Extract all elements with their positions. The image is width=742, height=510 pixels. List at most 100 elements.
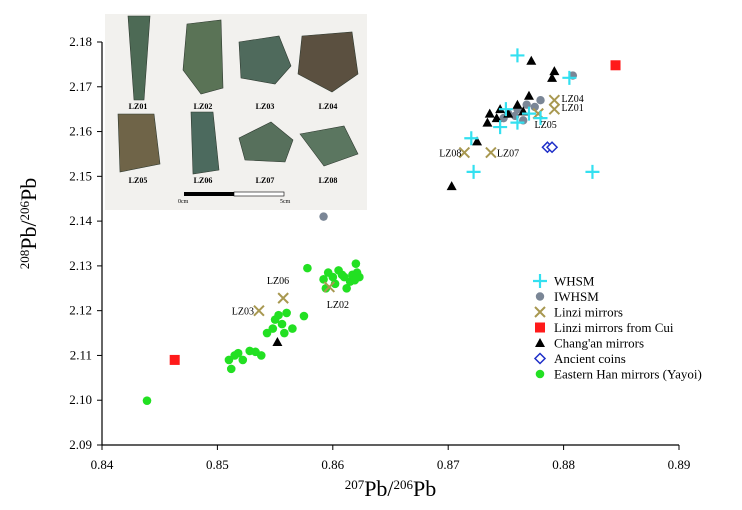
legend-label-eastern-han-mirrors-yayoi: Eastern Han mirrors (Yayoi) <box>554 367 702 382</box>
sample-photo-lz05 <box>117 113 161 173</box>
y-tick-label: 2.14 <box>69 213 92 228</box>
sample-label-lz05: LZ05 <box>129 176 148 185</box>
legend-marker-eastern-han-mirrors-yayoi <box>535 369 545 379</box>
axes: 0.84 0.85 0.86 0.87 0.88 0.89 2.09 2.10 2.11 2.12… <box>16 34 690 501</box>
point-chang-an-mirrors <box>523 90 534 100</box>
point-eastern-han-mirrors-yayoi <box>233 348 243 358</box>
legend-marker-whsm <box>533 274 547 288</box>
y-axis-title: 208Pb/206Pb <box>16 178 41 270</box>
point-linzi-mirrors <box>253 304 265 317</box>
y-tick-label: 2.16 <box>69 124 92 139</box>
x-tick-label: 0.84 <box>91 457 114 472</box>
legend-marker-chang-an-mirrors <box>535 338 545 347</box>
y-tick-label: 2.11 <box>70 347 92 362</box>
point-whsm <box>585 164 600 179</box>
point-eastern-han-mirrors-yayoi <box>238 355 248 365</box>
y-tick-label: 2.18 <box>69 34 92 49</box>
annotation-lz06: LZ06 <box>267 276 289 287</box>
point-chang-an-mirrors <box>547 72 558 82</box>
sample-label-lz07: LZ07 <box>256 176 275 185</box>
point-eastern-han-mirrors-yayoi <box>142 396 152 405</box>
point-eastern-han-mirrors-yayoi <box>256 351 266 360</box>
point-linzi-mirrors <box>485 146 497 159</box>
legend-label-linzi-mirrors: Linzi mirrors <box>554 305 623 320</box>
x-tick-label: 0.85 <box>206 457 229 472</box>
annotation-lz08: LZ08 <box>439 149 461 160</box>
legend-marker-iwhsm <box>535 292 545 301</box>
point-whsm <box>464 131 479 146</box>
point-eastern-han-mirrors-yayoi <box>355 272 364 282</box>
scale-label-right: 5cm <box>280 199 291 205</box>
y-tick-label: 2.17 <box>69 79 92 94</box>
point-eastern-han-mirrors-yayoi <box>330 279 340 289</box>
sample-label-lz03: LZ03 <box>256 102 275 111</box>
point-whsm <box>510 48 525 63</box>
sample-photo-lz07 <box>238 121 294 163</box>
annotation-lz04: LZ04 <box>562 94 584 105</box>
annotation-lz03: LZ03 <box>232 307 254 318</box>
point-chang-an-mirrors <box>472 136 483 146</box>
y-tick-label: 2.15 <box>69 168 92 183</box>
point-linzi-mirrors <box>323 281 336 293</box>
y-tick-label: 2.12 <box>69 303 92 318</box>
sample-photo-lz01 <box>127 15 151 101</box>
point-eastern-han-mirrors-yayoi <box>282 308 291 318</box>
annotation-lz02: LZ02 <box>327 300 349 311</box>
point-eastern-han-mirrors-yayoi <box>288 324 297 333</box>
sample-label-lz02: LZ02 <box>194 102 213 111</box>
data-marks <box>142 48 621 405</box>
point-whsm <box>466 164 481 179</box>
point-chang-an-mirrors <box>512 99 523 109</box>
sample-photo-lz06 <box>190 111 220 175</box>
point-eastern-han-mirrors-yayoi <box>328 272 338 282</box>
annotation-lz07: LZ07 <box>497 149 519 160</box>
sample-photo-lz04 <box>297 31 359 93</box>
point-eastern-han-mirrors-yayoi <box>280 328 289 338</box>
y-tick-label: 2.09 <box>69 437 92 452</box>
x-tick-label: 0.89 <box>668 457 691 472</box>
legend-label-linzi-mirrors-from-cui: Linzi mirrors from Cui <box>554 320 674 335</box>
point-iwhsm <box>319 212 328 221</box>
legend-label-chang-an-mirrors: Chang'an mirrors <box>554 336 644 351</box>
y-tick-label: 2.13 <box>69 258 92 273</box>
sample-label-lz06: LZ06 <box>194 176 213 185</box>
sample-photo-inset: LZ01 LZ02 LZ03 LZ04 LZ05 LZ06 LZ07 LZ08 0cm 5cm <box>105 14 367 210</box>
point-ancient-coins <box>545 141 559 154</box>
point-linzi-mirrors-from-cui <box>610 60 621 71</box>
point-chang-an-mirrors <box>549 66 560 76</box>
point-eastern-han-mirrors-yayoi <box>299 311 309 321</box>
point-chang-an-mirrors <box>482 117 493 127</box>
y-tick-label: 2.10 <box>69 392 92 407</box>
point-linzi-mirrors <box>458 146 471 159</box>
scale-label-left: 0cm <box>178 199 189 205</box>
legend-marker-linzi-mirrors <box>534 306 546 318</box>
point-whsm <box>493 120 508 135</box>
sample-photo-lz02 <box>182 19 224 95</box>
point-chang-an-mirrors <box>446 181 457 191</box>
point-whsm <box>498 102 513 117</box>
sample-photo-lz08 <box>299 125 359 167</box>
point-eastern-han-mirrors-yayoi <box>342 283 351 293</box>
point-chang-an-mirrors <box>484 108 495 118</box>
point-eastern-han-mirrors-yayoi <box>319 275 328 284</box>
point-eastern-han-mirrors-yayoi <box>268 324 278 333</box>
point-whsm <box>510 115 525 130</box>
point-iwhsm <box>536 96 545 105</box>
legend-label-whsm: WHSM <box>554 274 595 289</box>
x-axis-title: 207Pb/206Pb <box>345 476 437 501</box>
point-linzi-mirrors <box>277 292 289 304</box>
sample-label-lz01: LZ01 <box>129 102 148 111</box>
legend-marker-linzi-mirrors-from-cui <box>535 322 545 333</box>
sample-label-lz04: LZ04 <box>319 102 338 111</box>
point-chang-an-mirrors <box>272 337 283 347</box>
legend-marker-ancient-coins <box>533 352 547 365</box>
point-iwhsm <box>530 102 539 112</box>
point-eastern-han-mirrors-yayoi <box>274 310 283 320</box>
annotation-lz01: LZ01 <box>562 103 584 114</box>
sample-label-lz08: LZ08 <box>319 176 338 185</box>
point-linzi-mirrors-from-cui <box>169 354 180 365</box>
scale-bar-black <box>184 192 234 196</box>
